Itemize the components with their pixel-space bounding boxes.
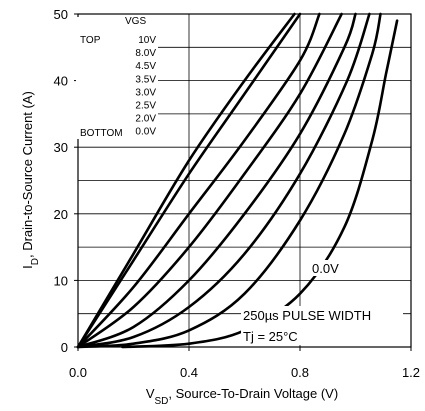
x-axis-label-sub: SD <box>154 396 168 407</box>
y-axis-label-sub: D <box>30 258 41 265</box>
curve-label-0v: 0.0V <box>312 261 339 276</box>
series-lines <box>76 12 399 349</box>
legend-entry: 8.0V <box>135 48 156 59</box>
tick-labels: 0.0 0.4 0.8 1.2 0 10 20 30 40 50 <box>54 7 421 380</box>
y-tick-label: 10 <box>54 273 68 288</box>
x-tick-label: 0.0 <box>69 365 87 380</box>
legend-top-label: TOP <box>80 35 101 46</box>
x-axis-label-main: V <box>146 386 155 401</box>
y-axis-label-main: I <box>20 265 35 269</box>
legend-mask <box>76 17 158 139</box>
legend-entry: 4.5V <box>135 61 156 72</box>
legend-entry: 10V <box>138 35 156 46</box>
y-tick-label: 30 <box>54 140 68 155</box>
legend-entry: 0.0V <box>135 127 156 138</box>
series-line-2-0v <box>76 12 382 349</box>
y-tick-label: 20 <box>54 207 68 222</box>
x-axis-label: VSD, Source-To-Drain Voltage (V) <box>146 386 338 407</box>
y-axis-label-rest: , Drain-to-Source Current (A) <box>20 91 35 258</box>
legend-entry: 2.0V <box>135 114 156 125</box>
y-tick-label: 50 <box>54 7 68 22</box>
plot-area-frame <box>77 13 412 348</box>
x-tick-label: 1.2 <box>402 365 420 380</box>
curve-label-mask <box>309 260 351 276</box>
legend-header: VGS <box>125 16 146 27</box>
tj-label: Tj = 25°C <box>243 329 298 344</box>
annotations: 0.0V 250µs PULSE WIDTH Tj = 25°C <box>241 260 403 345</box>
legend-entry: 3.0V <box>135 87 156 98</box>
series-line-2-5v <box>76 12 371 349</box>
series-line-4-5v <box>76 12 321 349</box>
y-tick-label: 40 <box>54 74 68 89</box>
y-tick-label: 0 <box>61 340 68 355</box>
y-axis-label: ID, Drain-to-Source Current (A) <box>20 91 41 269</box>
series-line-0-0v <box>121 19 399 349</box>
series-line-8-0v <box>76 12 302 349</box>
legend-entry: 2.5V <box>135 101 156 112</box>
series-line-3-0v <box>76 12 357 349</box>
pulse-width-label: 250µs PULSE WIDTH <box>243 308 371 323</box>
legend-bottom-label: BOTTOM <box>80 128 123 139</box>
x-tick-label: 0.8 <box>291 365 309 380</box>
series-line-10v <box>76 12 296 349</box>
legend-entries: 10V 8.0V 4.5V 3.5V 3.0V 2.5V 2.0V 0.0V <box>135 35 156 138</box>
legend-entry: 3.5V <box>135 74 156 85</box>
pulse-label-mask <box>241 306 403 345</box>
series-line-3-5v <box>76 12 343 349</box>
x-tick-label: 0.4 <box>180 365 198 380</box>
x-axis-label-rest: , Source-To-Drain Voltage (V) <box>168 386 338 401</box>
legend: VGS TOP BOTTOM 10V 8.0V 4.5V 3.5V 3.0V 2.5V 2.… <box>76 16 158 139</box>
